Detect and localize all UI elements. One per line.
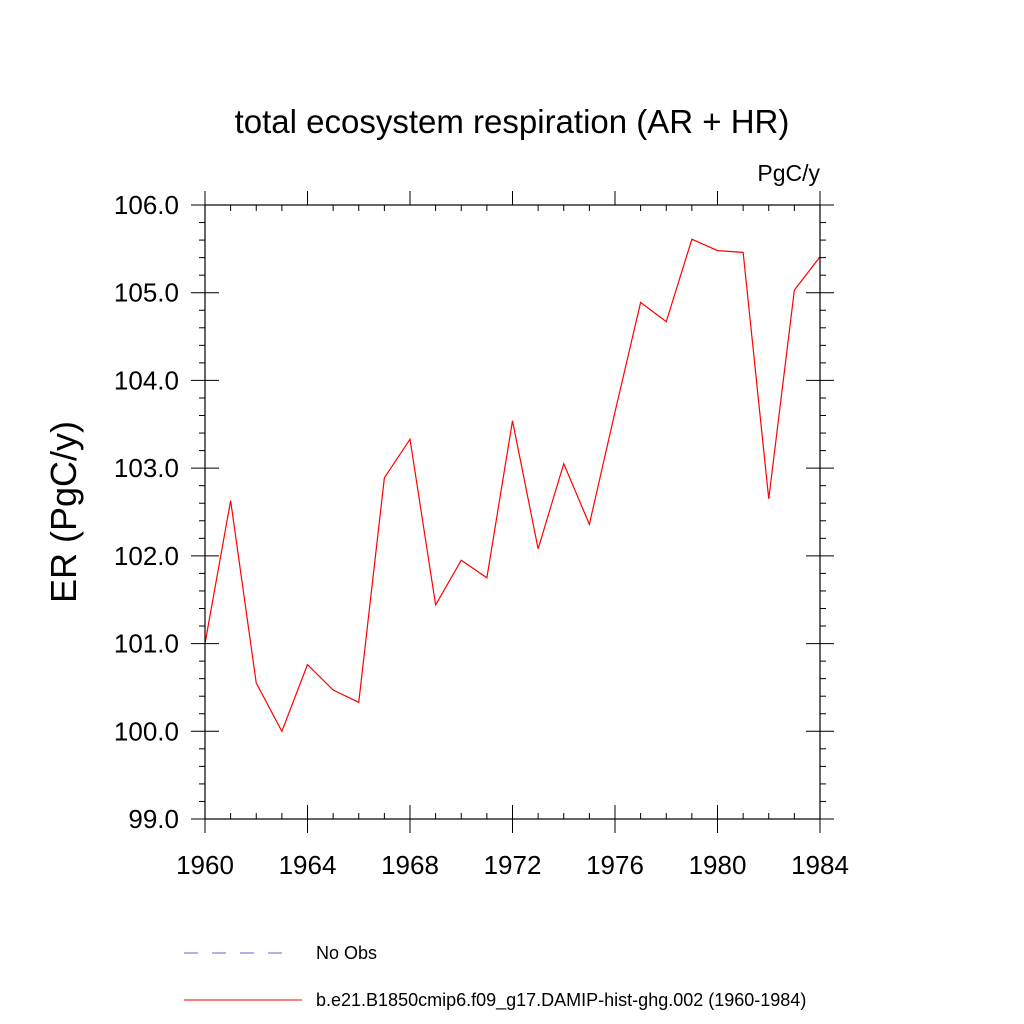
x-tick-label: 1972 [484, 850, 542, 880]
legend: No Obs b.e21.B1850cmip6.f09_g17.DAMIP-hi… [184, 943, 806, 1011]
units-label: PgC/y [757, 160, 820, 186]
x-tick-label: 1960 [176, 850, 234, 880]
legend-label-no-obs: No Obs [316, 943, 377, 963]
plot-frame [204, 204, 821, 820]
y-tick-label: 101.0 [114, 629, 179, 659]
x-tick-label: 1968 [381, 850, 439, 880]
y-axis-label: ER (PgC/y) [43, 421, 84, 603]
y-tick-label: 105.0 [114, 278, 179, 308]
legend-label-model: b.e21.B1850cmip6.f09_g17.DAMIP-hist-ghg.… [316, 990, 806, 1011]
series-line [204, 238, 821, 733]
x-tick-label: 1980 [689, 850, 747, 880]
y-tick-label: 102.0 [114, 541, 179, 571]
y-tick-label: 104.0 [114, 365, 179, 395]
x-tick-label: 1976 [586, 850, 644, 880]
y-tick-label: 103.0 [114, 453, 179, 483]
x-tick-label: 1964 [279, 850, 337, 880]
y-tick-label: 99.0 [128, 804, 179, 834]
axis-tick-labels: 1960 1964 1968 1972 1976 1980 1984 99.0 100.0 101… [114, 190, 849, 880]
y-tick-label: 100.0 [114, 716, 179, 746]
chart-title: total ecosystem respiration (AR + HR) [235, 103, 790, 140]
series-group [204, 238, 821, 733]
axis-ticks [191, 191, 834, 833]
x-tick-label: 1984 [791, 850, 849, 880]
y-tick-label: 106.0 [114, 190, 179, 220]
